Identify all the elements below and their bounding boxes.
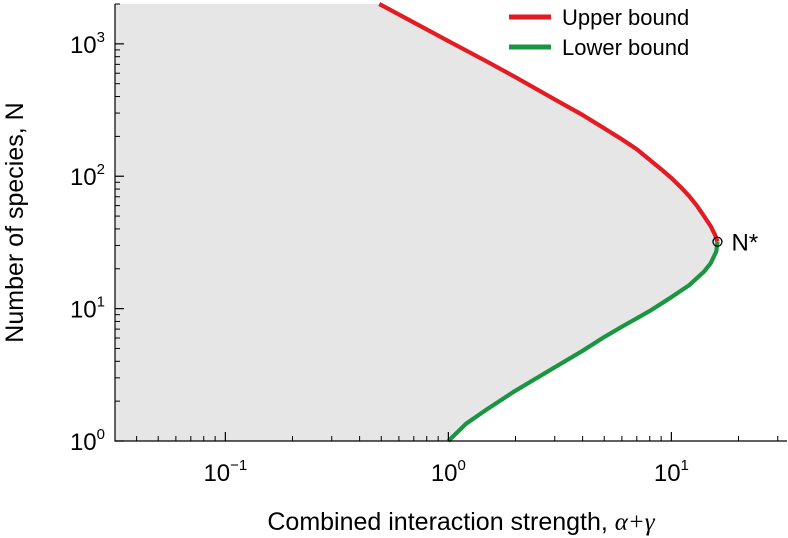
- y-tick-label: 101: [70, 294, 105, 324]
- y-tick-label: 102: [70, 161, 105, 191]
- upper-bound-curve: [378, 2, 720, 243]
- n-star-label: N*: [731, 230, 758, 257]
- legend-label: Lower bound: [562, 35, 689, 60]
- axes: 10−1 100 101 100 101 102 103: [70, 3, 787, 487]
- n-star-marker: [712, 236, 723, 247]
- x-tick-label: 10−1: [203, 457, 247, 487]
- y-tick-label: 100: [70, 426, 105, 456]
- y-tick-label: 103: [70, 29, 105, 59]
- lower-bound-curve: [446, 241, 720, 443]
- feasible-region: [115, 4, 718, 441]
- legend-label: Upper bound: [562, 5, 689, 30]
- legend: Upper bound Lower bound: [509, 5, 689, 60]
- x-axis-title: Combined interaction strength, α+γ: [267, 508, 655, 536]
- y-axis-title: Number of species, N: [1, 102, 29, 342]
- annotations: N*: [712, 230, 758, 257]
- x-tick-label: 100: [431, 457, 466, 487]
- plot-area: N*: [115, 2, 758, 443]
- curves: [378, 2, 720, 443]
- x-axis-title-math: α+γ: [615, 509, 656, 536]
- x-tick-label: 101: [654, 457, 689, 487]
- x-axis-title-text: Combined interaction strength,: [267, 508, 614, 536]
